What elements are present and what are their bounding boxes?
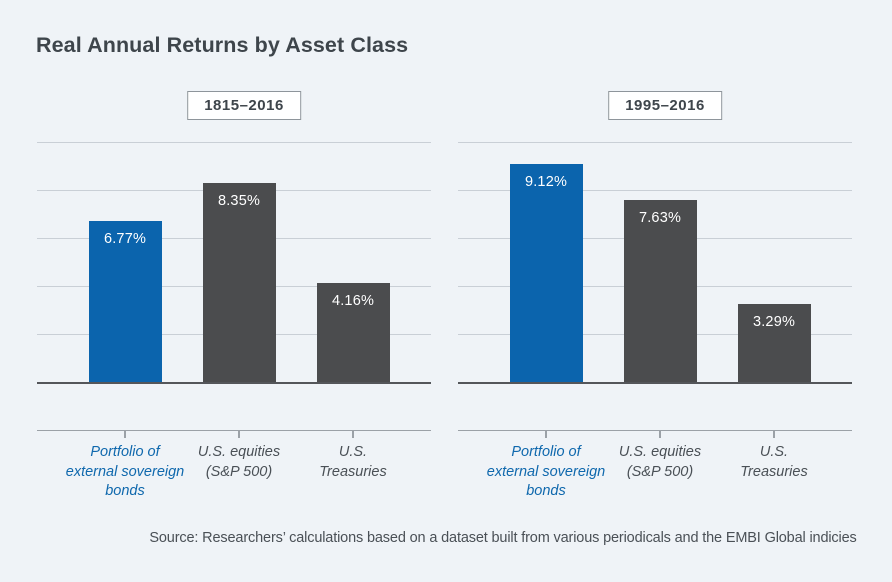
category-label-line: external sovereign bbox=[486, 463, 606, 480]
category-tick bbox=[352, 430, 354, 438]
category-label: U.S. Treasuries bbox=[265, 443, 441, 482]
bar: 3.29% bbox=[737, 304, 811, 383]
category-tick bbox=[545, 430, 547, 438]
gridline bbox=[37, 142, 431, 143]
category-label-line: Portfolio of bbox=[90, 444, 160, 460]
category-label: U.S. Treasuries bbox=[686, 443, 862, 482]
category-axis bbox=[37, 430, 431, 431]
category-label-line: U.S. equities bbox=[197, 444, 281, 460]
bar-value-label: 3.29% bbox=[752, 314, 796, 331]
gridline bbox=[458, 142, 852, 143]
bar-plot: 9.12% 7.63% 3.29% bbox=[458, 142, 852, 384]
category-label-line: Treasuries bbox=[740, 463, 808, 480]
panel-1815-2016: 1815–2016 6.77% 8.35% 4.16% Portfolio of exte… bbox=[37, 85, 431, 535]
category-tick bbox=[124, 430, 126, 438]
bar: 4.16% bbox=[316, 283, 390, 383]
figure-title: Real Annual Returns by Asset Class bbox=[36, 33, 409, 57]
category-label: U.S. equities (S&P 500) bbox=[151, 443, 327, 482]
category-tick bbox=[659, 430, 661, 438]
panel-1995-2016: 1995–2016 9.12% 7.63% 3.29% Portfolio of exte… bbox=[458, 85, 852, 535]
category-label-line: U.S. bbox=[338, 444, 368, 460]
category-tick bbox=[773, 430, 775, 438]
category-label-line: bonds bbox=[105, 483, 145, 499]
bar: 9.12% bbox=[509, 164, 583, 383]
category-label: U.S. equities (S&P 500) bbox=[572, 443, 748, 482]
bar: 7.63% bbox=[623, 199, 697, 383]
category-label-line: (S&P 500) bbox=[626, 463, 694, 480]
category-label-line: Portfolio of bbox=[511, 444, 581, 460]
bar-value-label: 8.35% bbox=[217, 192, 261, 209]
category-tick bbox=[238, 430, 240, 438]
bar-value-label: 9.12% bbox=[524, 174, 568, 191]
gridline bbox=[458, 190, 852, 191]
category-axis bbox=[458, 430, 852, 431]
period-label-box: 1815–2016 bbox=[187, 91, 301, 120]
category-label-line: external sovereign bbox=[65, 463, 185, 480]
category-label-line: U.S. equities bbox=[618, 444, 702, 460]
bar: 8.35% bbox=[202, 182, 276, 383]
bar-value-label: 4.16% bbox=[331, 293, 375, 310]
category-label-line: U.S. bbox=[759, 444, 789, 460]
x-axis-baseline bbox=[37, 382, 431, 384]
category-label-line: bonds bbox=[526, 483, 566, 499]
x-axis-baseline bbox=[458, 382, 852, 384]
bar: 6.77% bbox=[88, 220, 162, 383]
bar-plot: 6.77% 8.35% 4.16% bbox=[37, 142, 431, 384]
period-label-box: 1995–2016 bbox=[608, 91, 722, 120]
bar-value-label: 7.63% bbox=[638, 209, 682, 226]
category-label-line: Treasuries bbox=[319, 463, 387, 480]
bar-value-label: 6.77% bbox=[103, 230, 147, 247]
category-label-line: (S&P 500) bbox=[205, 463, 273, 480]
category-label: Portfolio of external sovereign bonds bbox=[37, 443, 213, 502]
source-note: Source: Researchers’ calculations based … bbox=[149, 530, 857, 546]
category-label: Portfolio of external sovereign bonds bbox=[458, 443, 634, 502]
